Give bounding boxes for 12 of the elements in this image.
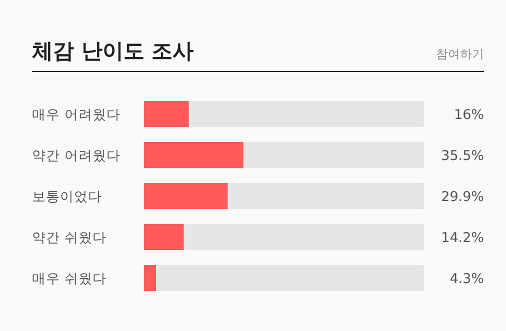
annotation: 참여하기 [436,47,484,61]
category-label: 약간 쉬웠다 [32,230,106,246]
category-label: 약간 어려웠다 [32,148,120,164]
category-label: 매우 쉬웠다 [32,271,106,287]
title: 체감 난이도 조사 [32,39,194,63]
value-label: 4.3% [450,271,484,287]
value-label: 14.2% [441,230,484,246]
category-label: 보통이었다 [32,189,102,205]
value-label: 29.9% [441,189,484,205]
category-label: 매우 어려웠다 [32,107,120,123]
value-label: 16% [454,107,484,123]
value-label: 35.5% [441,148,484,164]
